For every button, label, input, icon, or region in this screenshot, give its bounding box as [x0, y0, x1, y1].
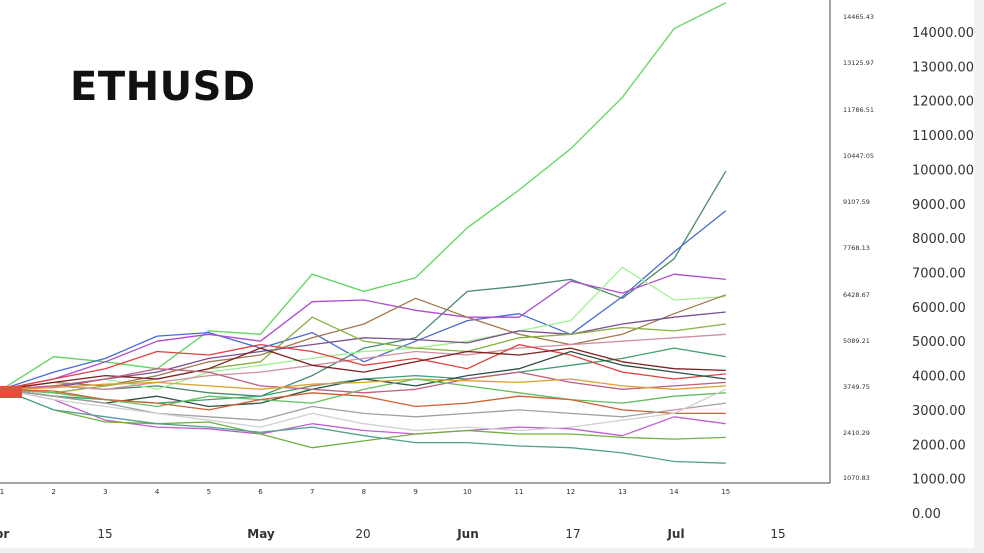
date-tick-label: 17: [565, 527, 580, 541]
x-tick-label: 4: [155, 488, 160, 496]
date-tick-label: pr: [0, 527, 9, 541]
series-line-17: [1, 388, 726, 415]
y-tick-label: 5000.00: [912, 335, 966, 350]
series-line-15: [1, 378, 726, 390]
y-tick-label: 6000.00: [912, 301, 966, 316]
series-line-11: [1, 343, 726, 390]
x-tick-label: 13: [618, 488, 627, 496]
series-line-14: [1, 368, 726, 394]
series-line-9: [1, 333, 726, 390]
date-tick-label: May: [247, 527, 275, 541]
series-line-12: [1, 347, 726, 390]
series-line-4: [1, 273, 726, 390]
inner-axis-layer: 1070.83 2410.29 3749.75 5089.21 6428.67 7768.…: [843, 13, 874, 482]
inner-axis-label: 13125.97: [843, 59, 874, 67]
x-tick-label: 9: [413, 488, 417, 496]
y-tick-label: 14000.00: [912, 26, 974, 41]
y-tick-layer: 0.00 1000.00 2000.00 3000.00 4000.00 5000.00 6…: [912, 26, 974, 522]
inner-axis-label: 14465.43: [843, 13, 874, 21]
date-tick-label: 20: [355, 527, 370, 541]
y-tick-label: 13000.00: [912, 60, 974, 75]
x-tick-label: 1: [0, 488, 4, 496]
y-tick-label: 3000.00: [912, 404, 966, 419]
x-tick-label: 14: [670, 488, 679, 496]
series-line-18: [1, 388, 726, 421]
y-tick-label: 2000.00: [912, 438, 966, 453]
y-tick-label: 4000.00: [912, 370, 966, 385]
inner-axis-label: 2410.29: [843, 429, 870, 437]
series-line-21: [1, 388, 726, 464]
x-tick-label: 11: [515, 488, 524, 496]
date-tick-label: 15: [97, 527, 112, 541]
series-line-3: [1, 210, 727, 390]
date-tick-label: 15: [770, 527, 785, 541]
inner-axis-label: 10447.05: [843, 152, 874, 160]
y-tick-label: 7000.00: [912, 267, 966, 282]
inner-axis-label: 7768.13: [843, 244, 870, 252]
x-tick-layer: 1 2 3 4 5 6 7 8 9 10 11 12 13 14 15: [0, 488, 730, 496]
x-tick-label: 8: [362, 488, 366, 496]
series-line-20: [1, 388, 726, 449]
chart-title: ETHUSD: [70, 64, 256, 110]
inner-axis-label: 3749.75: [843, 383, 870, 391]
series-line-6: [1, 294, 727, 390]
y-tick-label: 1000.00: [912, 473, 966, 488]
series-line-8: [1, 316, 726, 394]
series-line-1: [1, 2, 727, 390]
date-tick-label: Jun: [456, 527, 479, 541]
series-line-2: [1, 170, 727, 397]
series-layer: [1, 2, 727, 464]
x-tick-label: 12: [566, 488, 575, 496]
x-tick-label: 3: [103, 488, 107, 496]
y-tick-label: 11000.00: [912, 129, 974, 144]
start-marker: [0, 386, 22, 398]
inner-axis-label: 1070.83: [843, 474, 870, 482]
y-tick-label: 0.00: [912, 507, 941, 522]
x-tick-label: 15: [721, 488, 730, 496]
date-tick-layer: pr 15 May 20 Jun 17 Jul 15: [0, 527, 786, 541]
x-tick-label: 2: [51, 488, 55, 496]
date-tick-label: Jul: [666, 527, 684, 541]
series-line-22: [1, 388, 727, 432]
series-line-16: [1, 378, 726, 408]
inner-axis-label: 5089.21: [843, 337, 870, 345]
x-tick-label: 7: [310, 488, 314, 496]
inner-axis-label: 6428.67: [843, 291, 870, 299]
x-tick-label: 5: [207, 488, 211, 496]
x-tick-label: 10: [463, 488, 472, 496]
y-tick-label: 8000.00: [912, 232, 966, 247]
y-tick-label: 9000.00: [912, 198, 966, 213]
y-tick-label: 10000.00: [912, 163, 974, 178]
inner-axis-label: 9107.59: [843, 198, 870, 206]
inner-axis-label: 11786.51: [843, 106, 874, 114]
y-tick-label: 12000.00: [912, 95, 974, 110]
x-tick-label: 6: [258, 488, 263, 496]
